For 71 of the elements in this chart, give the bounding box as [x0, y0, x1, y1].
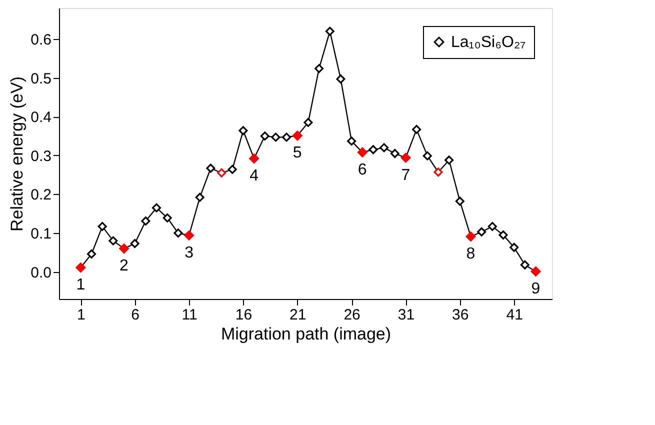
point: [390, 148, 400, 158]
y-tick-label: 0.1: [30, 226, 52, 243]
point: [498, 230, 508, 240]
annotation: 6: [358, 161, 367, 178]
point: [412, 124, 422, 134]
y-tick-label: 0.2: [30, 186, 52, 204]
y-tick-label: 0.4: [30, 109, 52, 126]
annotation: 3: [184, 244, 194, 262]
point: [466, 232, 476, 242]
y-axis-title: Relative energy (eV): [8, 76, 27, 232]
x-tick-label: 26: [344, 306, 360, 324]
point: [217, 168, 226, 178]
x-tick-label: 41: [506, 306, 523, 324]
point: [400, 152, 411, 163]
point: [206, 164, 216, 173]
point: [76, 262, 86, 272]
x-tick-label: 1: [77, 306, 86, 324]
point: [304, 118, 313, 127]
point: [98, 222, 107, 231]
point: [86, 249, 96, 258]
point: [336, 74, 346, 84]
point: [108, 236, 118, 246]
legend-label: La₁₀Si₆O₂₇: [451, 34, 526, 51]
point: [368, 145, 378, 154]
point: [271, 132, 280, 142]
point: [530, 266, 541, 276]
point: [249, 154, 259, 164]
point: [510, 242, 519, 252]
x-tick-label: 31: [398, 306, 415, 324]
point: [380, 143, 389, 152]
point: [228, 164, 237, 174]
point: [162, 213, 172, 222]
point: [152, 203, 162, 212]
point: [520, 260, 530, 270]
x-tick-label: 21: [290, 306, 306, 324]
annotation: 1: [76, 276, 86, 294]
y-tick-label: 0.5: [30, 70, 52, 88]
point: [174, 228, 183, 238]
annotation: 9: [531, 280, 540, 298]
point: [422, 151, 432, 160]
y-tick-label: 0.3: [30, 148, 52, 165]
annotation: 5: [292, 144, 302, 162]
point: [347, 136, 356, 146]
y-tick-label: 0.6: [30, 32, 52, 49]
point: [260, 132, 270, 141]
point: [282, 132, 292, 142]
point: [184, 230, 194, 240]
point: [455, 196, 464, 206]
x-tick-label: 6: [131, 306, 140, 324]
annotation: 2: [120, 258, 129, 275]
point: [477, 227, 486, 236]
x-tick-label: 11: [182, 306, 198, 324]
x-tick-label: 16: [235, 306, 252, 324]
y-tick-label: 0.0: [30, 264, 52, 282]
point: [119, 244, 129, 254]
point: [130, 239, 140, 248]
point: [488, 222, 497, 231]
annotation: 7: [401, 166, 410, 184]
point: [314, 64, 324, 74]
x-axis-title: Migration path (image): [220, 324, 392, 344]
x-tick-label: 36: [452, 306, 469, 324]
point: [444, 156, 454, 165]
annotation: 4: [250, 168, 259, 185]
point: [434, 168, 443, 177]
point: [238, 126, 248, 136]
point: [325, 26, 334, 36]
point: [358, 147, 368, 158]
point: [292, 130, 302, 141]
point: [141, 216, 150, 226]
annotation: 8: [466, 246, 476, 263]
point: [195, 192, 204, 202]
